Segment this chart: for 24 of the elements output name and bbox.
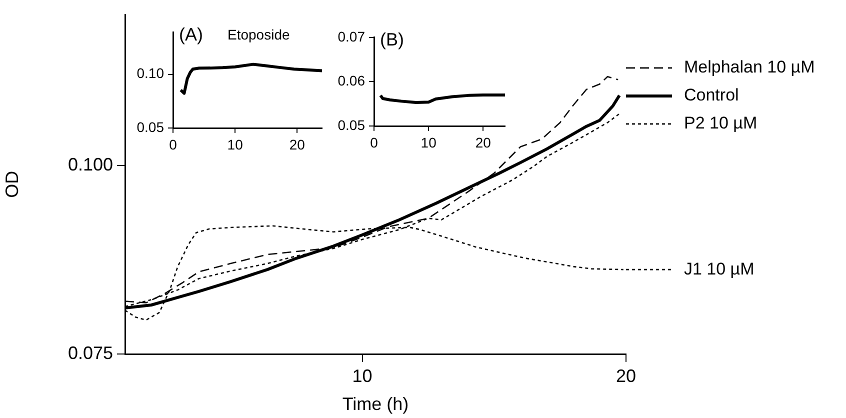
x-tick-label: 10 [227, 136, 244, 152]
legend-label: P2 10 µM [684, 114, 758, 133]
x-axis-title: Time (h) [342, 394, 409, 414]
legend-label: J1 10 µM [684, 259, 754, 278]
x-tick-label: 10 [352, 366, 372, 386]
annotation: (A) [179, 24, 203, 44]
legend-label: Control [684, 86, 739, 105]
x-tick-label: 20 [475, 134, 492, 150]
y-tick-label: 0.05 [136, 118, 164, 135]
y-tick-label: 0.07 [338, 28, 366, 44]
x-tick-label: 0 [169, 136, 178, 152]
legend-label: Melphalan 10 µM [684, 58, 815, 77]
y-tick-label: 0.075 [68, 342, 113, 363]
y-tick-label: 0.10 [136, 65, 164, 82]
annotation: (B) [380, 29, 404, 50]
chart-title: Etoposide [228, 26, 290, 42]
x-tick-label: 20 [616, 366, 636, 386]
y-tick-label: 0.06 [338, 72, 366, 89]
x-tick-label: 0 [370, 134, 378, 150]
y-axis-title: OD [2, 170, 22, 198]
y-tick-label: 0.100 [68, 154, 113, 175]
y-tick-label: 0.05 [338, 116, 366, 133]
x-tick-label: 20 [289, 136, 306, 152]
x-tick-label: 10 [420, 134, 437, 150]
